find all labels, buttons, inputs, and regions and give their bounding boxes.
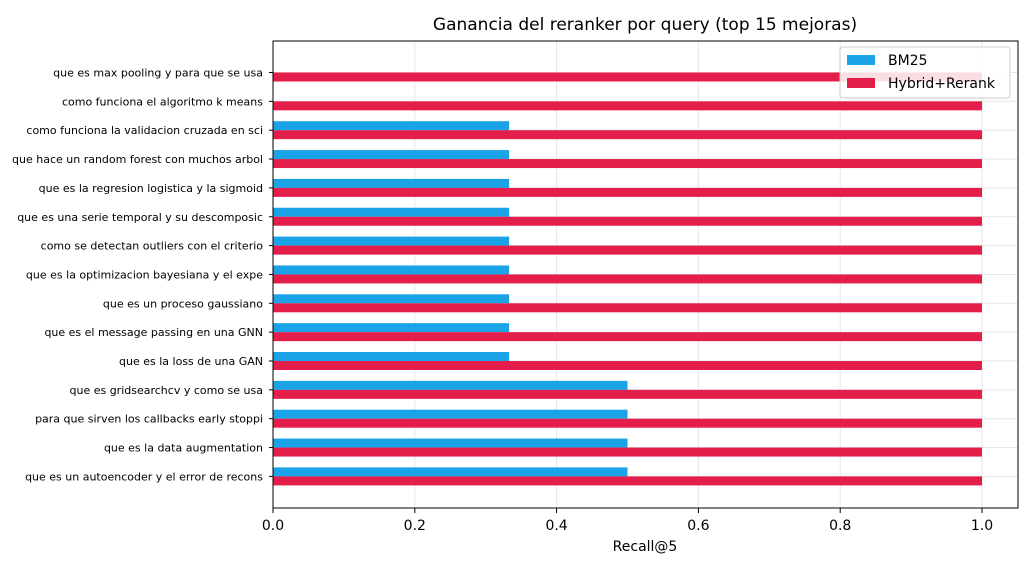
x-tick-label: 0.6 (687, 518, 709, 534)
y-tick-label: como funciona el algoritmo k means (62, 95, 263, 108)
bar-bm25 (273, 323, 510, 333)
bar-hybrid-rerank (273, 159, 982, 169)
y-tick-label: para que sirven los callbacks early stop… (35, 413, 263, 426)
bar-hybrid-rerank (273, 130, 982, 140)
x-tick-label: 0.2 (404, 518, 426, 534)
legend-box (839, 46, 1011, 99)
x-axis: 0.0 0.2 0.4 0.6 0.8 1.0 (262, 508, 993, 534)
bar-bm25 (273, 265, 510, 275)
bar-bm25 (273, 178, 510, 188)
x-axis-label: Recall@5 (613, 539, 678, 555)
bar-hybrid-rerank (273, 447, 982, 457)
y-tick-label: que es la loss de una GAN (119, 355, 263, 368)
bar-hybrid-rerank (273, 187, 982, 197)
x-tick-label: 1.0 (971, 518, 993, 534)
y-tick-label: como funciona la validacion cruzada en s… (26, 124, 263, 137)
legend-label: BM25 (888, 53, 928, 69)
legend: BM25 Hybrid+Rerank (839, 46, 1011, 99)
y-axis: que es max pooling y para que se usa como… (12, 67, 273, 483)
y-tick-label: que es la regresion logistica y la sigmo… (39, 182, 263, 195)
x-tick-label: 0.8 (829, 518, 851, 534)
bar-hybrid-rerank (273, 418, 982, 428)
bar-hybrid-rerank (273, 332, 982, 342)
bar-hybrid-rerank (273, 274, 982, 284)
bar-hybrid-rerank (273, 476, 982, 486)
legend-swatch (847, 55, 875, 65)
bar-hybrid-rerank (273, 389, 982, 399)
bar-hybrid-rerank (273, 216, 982, 226)
bar-hybrid-rerank (273, 101, 982, 111)
y-tick-label: que es la data augmentation (104, 442, 263, 455)
x-tick-label: 0.4 (545, 518, 567, 534)
bar-bm25 (273, 467, 628, 477)
bar-bm25 (273, 150, 510, 160)
bar-hybrid-rerank (273, 303, 982, 313)
bar-bm25 (273, 236, 510, 246)
bar-bm25 (273, 380, 628, 390)
bar-bm25 (273, 294, 510, 304)
chart-title: Ganancia del reranker por query (top 15 … (433, 15, 857, 35)
legend-label: Hybrid+Rerank (888, 76, 996, 92)
y-tick-label: que hace un random forest con muchos arb… (12, 153, 263, 166)
bar-hybrid-rerank (273, 72, 982, 82)
y-tick-label: que es un proceso gaussiano (103, 297, 263, 310)
bar-hybrid-rerank (273, 361, 982, 370)
y-tick-label: que es la optimizacion bayesiana y el ex… (26, 268, 263, 281)
y-tick-label: que es un autoencoder y el error de reco… (25, 470, 263, 483)
bar-bm25 (273, 352, 510, 361)
bar-bm25 (273, 207, 510, 217)
bar-bm25 (273, 438, 628, 448)
y-tick-label: que es max pooling y para que se usa (53, 67, 263, 80)
y-tick-label: que es una serie temporal y su descompos… (17, 211, 263, 224)
y-tick-label: que es gridsearchcv y como se usa (69, 384, 263, 397)
bar-hybrid-rerank (273, 245, 982, 255)
x-tick-label: 0.0 (262, 518, 284, 534)
bars (273, 72, 982, 486)
bar-bm25 (273, 121, 510, 131)
y-tick-label: que es el message passing en una GNN (44, 326, 263, 339)
legend-swatch (847, 78, 875, 88)
y-tick-label: como se detectan outliers con el criteri… (41, 240, 264, 253)
bar-bm25 (273, 409, 628, 419)
